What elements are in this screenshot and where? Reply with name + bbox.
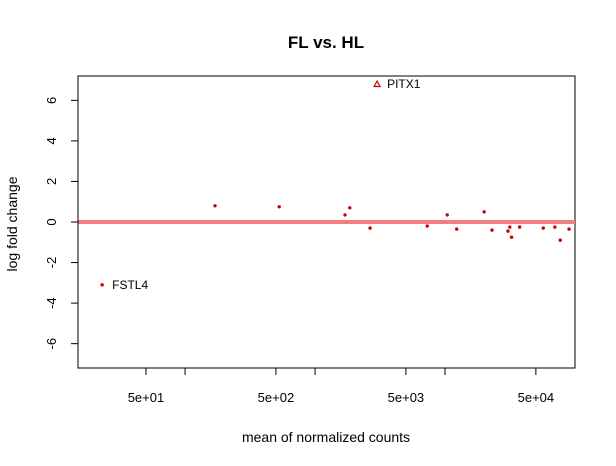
data-point-15 <box>541 226 545 230</box>
y-tick-label-0: -6 <box>44 338 59 350</box>
y-tick-label-1: -4 <box>44 297 59 309</box>
x-tick-label-1: 5e+02 <box>258 390 295 405</box>
y-tick-label-4: 2 <box>44 178 59 185</box>
data-point-12 <box>508 225 512 229</box>
data-point-8 <box>455 227 459 231</box>
data-point-0 <box>100 283 104 287</box>
x-tick-label-2: 5e+03 <box>388 390 425 405</box>
x-tick-label-3: 5e+04 <box>518 390 555 405</box>
y-tick-label-3: 0 <box>44 218 59 225</box>
data-point-1 <box>213 204 217 208</box>
data-point-6 <box>425 224 429 228</box>
point-label-pitx1: PITX1 <box>387 77 421 91</box>
data-point-18 <box>567 227 571 231</box>
data-point-17 <box>558 238 562 242</box>
data-point-10 <box>490 228 494 232</box>
data-point-4 <box>348 206 352 210</box>
data-point-11 <box>506 229 510 233</box>
x-tick-label-0: 5e+01 <box>128 390 165 405</box>
data-point-9 <box>482 210 486 214</box>
point-label-fstl4: FSTL4 <box>112 278 148 292</box>
data-point-13 <box>509 235 514 239</box>
y-tick-label-5: 4 <box>44 137 59 144</box>
data-point-3 <box>343 213 347 217</box>
data-point-14 <box>517 225 522 229</box>
y-tick-label-6: 6 <box>44 97 59 104</box>
plot-area: 5e+01 5e+02 5e+03 5e+04 -6 -4 -2 0 2 4 6 FSTL4 PITX1 <box>44 77 575 405</box>
x-axis-label: mean of normalized counts <box>242 429 410 445</box>
chart-title: FL vs. HL <box>288 33 364 52</box>
data-point-7 <box>445 213 449 217</box>
data-point-2 <box>277 205 281 209</box>
y-axis-label: log fold change <box>4 176 20 271</box>
y-tick-label-2: -2 <box>44 257 59 269</box>
outlier-triangle-0 <box>373 79 382 88</box>
data-point-5 <box>368 226 372 230</box>
data-point-16 <box>553 225 557 229</box>
